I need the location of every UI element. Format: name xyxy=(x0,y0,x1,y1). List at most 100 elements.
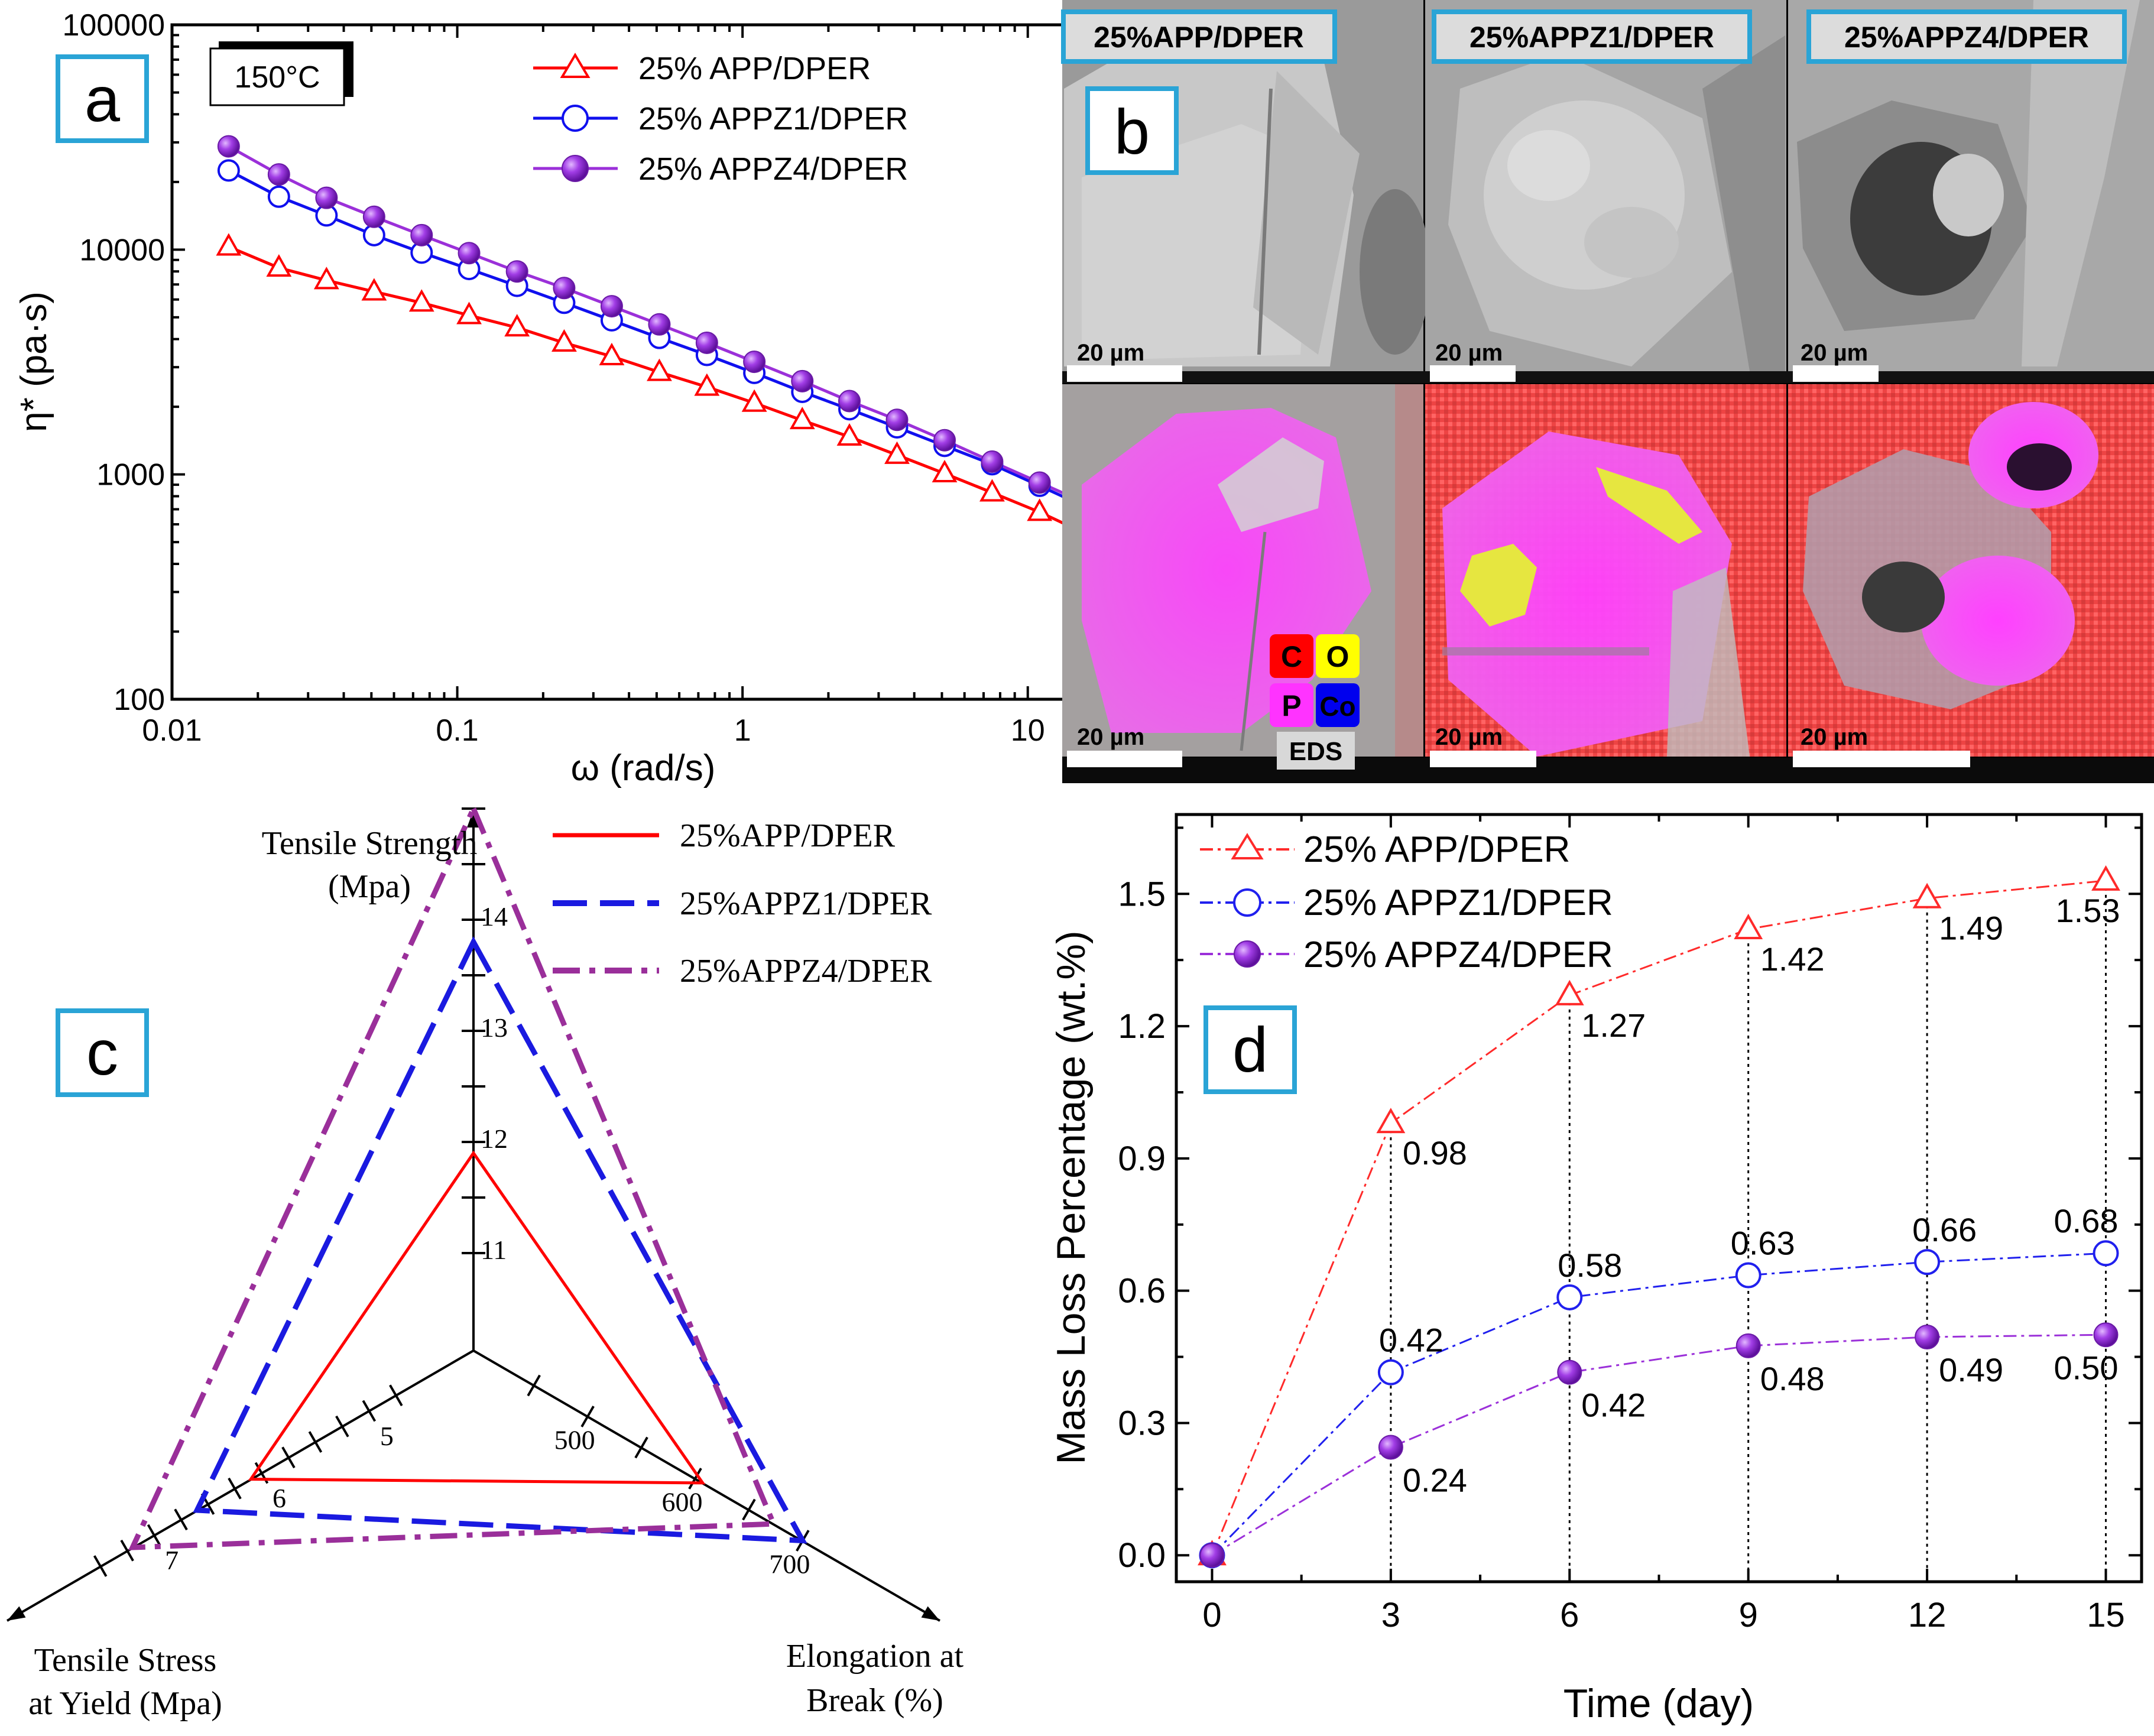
point-a-app xyxy=(979,479,1005,502)
panel-c-label: c xyxy=(86,1017,118,1088)
panel-a-label-box xyxy=(56,54,149,143)
data-label-d: 1.49 xyxy=(1939,910,2003,947)
x-tick-label-d: 15 xyxy=(2087,1596,2125,1634)
data-label-d: 0.98 xyxy=(1403,1134,1467,1172)
panel-c-ticks: 11 12 13 14 500 600 700 5 6 7 xyxy=(93,807,810,1579)
eds-swatch-c xyxy=(1270,634,1313,678)
panel-a-tick-labels: 0.01 0.1 1 10 100 1000 10000 100000 xyxy=(62,8,1044,748)
x-tick-label-a: 0.01 xyxy=(142,713,202,748)
point-a-app xyxy=(836,423,862,446)
column-title-appz4: 25%APPZ4/DPER xyxy=(1844,21,2089,54)
point-a-appz1 xyxy=(362,223,385,246)
legend-a-label-app: 25% APP/DPER xyxy=(638,51,871,86)
x-tick-label-a: 1 xyxy=(734,713,751,748)
panel-b-label: b xyxy=(1114,96,1150,167)
y-tick-label-d: 0.0 xyxy=(1118,1536,1166,1575)
legend-d-marker-appz1 xyxy=(1233,888,1261,917)
panel-c-label-box xyxy=(56,1008,149,1097)
radar-tick-elongation xyxy=(580,1406,595,1427)
point-a-appz4 xyxy=(458,242,481,265)
y-tick-label-a: 100 xyxy=(113,683,165,717)
radar-tick-label-elongation: 700 xyxy=(769,1549,810,1579)
point-a-appz4 xyxy=(791,369,814,392)
point-a-appz4 xyxy=(1028,471,1051,494)
legend-c-label-appz4: 25%APPZ4/DPER xyxy=(680,953,932,989)
radar-tick-yield xyxy=(147,1524,161,1546)
radar-tick-label-elongation: 500 xyxy=(554,1425,595,1455)
series-line-a-0 xyxy=(228,245,1088,536)
axis-c-name-yield-1: Tensile Stress xyxy=(34,1642,217,1679)
point-a-app xyxy=(361,278,387,301)
data-label-d: 0.49 xyxy=(1939,1351,2003,1388)
point-a-appz1 xyxy=(267,185,290,208)
point-a-app xyxy=(789,407,815,430)
point-a-app xyxy=(456,301,482,325)
panel-c: 11 12 13 14 500 600 700 5 6 7 Tensile Strength (M… xyxy=(6,802,964,1722)
panel-b-label-box xyxy=(1085,86,1179,175)
legend-a-label-appz4: 25% APPZ4/DPER xyxy=(638,151,908,187)
scale-bar-4 xyxy=(1067,751,1182,767)
point-d-appz1 xyxy=(1735,1262,1762,1289)
point-d-appz4 xyxy=(1378,1435,1403,1460)
radar-series-1 xyxy=(193,936,807,1544)
scale-bar-label-6: 20 µm xyxy=(1801,724,1868,750)
temperature-label: 150°C xyxy=(234,60,320,95)
point-d-appz1 xyxy=(1556,1284,1583,1310)
radar-series-2 xyxy=(128,802,778,1550)
legend-d-label-appz4: 25% APPZ4/DPER xyxy=(1303,934,1613,975)
data-label-d: 1.27 xyxy=(1581,1007,1646,1044)
point-a-app xyxy=(932,459,958,483)
data-label-d: 0.66 xyxy=(1912,1211,1977,1248)
column-title-box-app xyxy=(1061,9,1337,64)
scale-bar-3 xyxy=(1793,365,1879,382)
point-d-appz1 xyxy=(1914,1249,1941,1276)
point-a-app xyxy=(313,267,339,290)
data-label-d: 0.63 xyxy=(1731,1225,1795,1262)
eds-label-c: C xyxy=(1281,640,1302,673)
data-label-d: 0.24 xyxy=(1403,1461,1467,1498)
eds-swatch-co xyxy=(1316,683,1360,727)
point-a-appz4 xyxy=(743,351,766,374)
panel-c-series xyxy=(128,802,807,1550)
legend-a-marker-appz1 xyxy=(562,105,589,132)
radar-tick-elongation xyxy=(742,1498,756,1521)
point-a-app xyxy=(741,389,767,412)
series-line-d-0 xyxy=(1211,880,2106,1556)
legend-d-marker-appz4 xyxy=(1234,940,1261,968)
point-a-app xyxy=(266,254,292,277)
eds-map-appz1 xyxy=(1425,384,1786,757)
panel-d-data-labels: 0.98 1.27 1.42 1.49 1.53 0.42 0.58 0.63 0.66 0.68… xyxy=(1379,892,2120,1499)
axis-c-name-strength-2: (Mpa) xyxy=(328,868,411,905)
eds-info-bar xyxy=(1062,758,2154,783)
eds-map-app xyxy=(1062,384,1423,757)
eds-caption: EDS xyxy=(1289,737,1342,766)
legend-a-marker-appz4 xyxy=(562,155,589,182)
eds-caption-box xyxy=(1277,732,1355,770)
point-a-appz4 xyxy=(838,390,861,413)
data-label-d: 0.42 xyxy=(1581,1387,1646,1424)
x-tick-label-d: 9 xyxy=(1739,1596,1758,1634)
radar-tick-label-strength: 12 xyxy=(481,1124,508,1154)
radar-tick-yield xyxy=(308,1431,323,1453)
radar-tick-elongation xyxy=(527,1374,541,1397)
panel-a: 0.01 0.1 1 10 100 1000 10000 100000 ω (rad/s) η… xyxy=(14,8,1115,788)
point-a-appz4 xyxy=(933,429,956,452)
x-tick-label-d: 12 xyxy=(1908,1596,1947,1634)
panel-d-tick-labels: 0 3 6 9 12 15 0.0 0.3 0.6 0.9 1.2 1.5 xyxy=(1118,875,2124,1634)
point-a-appz4 xyxy=(981,450,1004,473)
point-d-app xyxy=(1912,882,1942,908)
panel-a-ylabel: η* (pa·s) xyxy=(14,291,54,432)
point-a-app xyxy=(216,233,242,256)
point-a-appz4 xyxy=(553,277,576,300)
panel-d-ylabel: Mass Loss Percentage (wt.%) xyxy=(1049,930,1094,1464)
legend-d-label-appz1: 25% APPZ1/DPER xyxy=(1303,882,1613,923)
point-a-appz4 xyxy=(362,205,385,228)
scale-bar-label-5: 20 µm xyxy=(1435,724,1503,750)
radar-tick-elongation xyxy=(688,1468,702,1490)
x-tick-label-d: 0 xyxy=(1202,1596,1221,1634)
panel-a-series xyxy=(216,135,1101,544)
eds-label-o: O xyxy=(1326,640,1350,673)
legend-a-label-appz1: 25% APPZ1/DPER xyxy=(638,101,908,137)
scale-bar-2 xyxy=(1430,365,1516,382)
series-line-d-1 xyxy=(1211,1252,2106,1556)
